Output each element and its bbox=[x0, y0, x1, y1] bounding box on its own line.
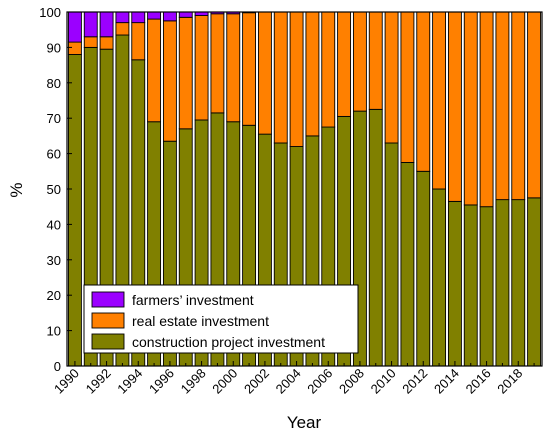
bar-segment-2013-series-1 bbox=[432, 11, 447, 190]
legend-label: real estate investment bbox=[132, 313, 269, 329]
bar-segment-1993-series-1 bbox=[115, 22, 130, 36]
bar-segment-1996-series-2 bbox=[162, 11, 177, 22]
y-axis-label: % bbox=[7, 182, 26, 197]
bar-segment-1994-series-2 bbox=[131, 11, 146, 24]
bar-segment-1993-series-2 bbox=[115, 11, 130, 24]
bar-segment-2019-series-1 bbox=[527, 11, 542, 199]
x-tick-label: 2008 bbox=[336, 366, 367, 397]
y-tick-label: 60 bbox=[47, 147, 61, 162]
x-tick-label: 2016 bbox=[463, 366, 494, 397]
legend-swatch bbox=[91, 291, 125, 308]
bar-segment-1994-series-1 bbox=[131, 22, 146, 61]
y-tick-label: 10 bbox=[47, 324, 61, 339]
legend-label: construction project investment bbox=[132, 334, 325, 350]
legend-swatch bbox=[91, 312, 125, 329]
x-tick-label: 2010 bbox=[368, 366, 399, 397]
y-tick-label: 50 bbox=[47, 182, 61, 197]
bar-segment-2011-series-0 bbox=[400, 161, 415, 367]
x-tick-label: 1992 bbox=[83, 366, 114, 397]
bar-segment-1998-series-1 bbox=[194, 15, 209, 121]
bar-segment-2017-series-1 bbox=[495, 11, 510, 201]
bar-segment-2009-series-1 bbox=[368, 11, 383, 110]
bar-segment-2002-series-1 bbox=[257, 11, 272, 135]
legend-label: farmers’ investment bbox=[132, 292, 254, 308]
x-tick-label: 2004 bbox=[273, 366, 304, 397]
bar-segment-2005-series-1 bbox=[305, 11, 320, 137]
legend-box bbox=[83, 284, 359, 354]
bar-segment-2015-series-1 bbox=[463, 11, 478, 206]
x-tick-label: 1994 bbox=[114, 366, 145, 397]
bar-segment-2014-series-0 bbox=[447, 200, 462, 367]
y-tick-label: 30 bbox=[47, 253, 61, 268]
bar-segment-1992-series-1 bbox=[99, 36, 114, 50]
bar-segment-2010-series-1 bbox=[384, 11, 399, 144]
legend-swatch bbox=[91, 333, 125, 350]
bar-segment-2008-series-1 bbox=[352, 11, 367, 112]
x-tick-label: 2002 bbox=[241, 366, 272, 397]
bar-segment-2018-series-0 bbox=[511, 199, 526, 367]
legend: farmers’ investment real estate investmen… bbox=[83, 284, 359, 354]
x-tick-label: 2018 bbox=[494, 366, 525, 397]
y-tick-label: 40 bbox=[47, 217, 61, 232]
bar-segment-1995-series-2 bbox=[147, 11, 162, 20]
bar-segment-2015-series-0 bbox=[463, 204, 478, 367]
x-tick-label: 2012 bbox=[399, 366, 430, 397]
bar-segment-1997-series-1 bbox=[178, 16, 193, 130]
bar-segment-1992-series-2 bbox=[99, 11, 114, 38]
bar-segment-2006-series-1 bbox=[321, 11, 336, 128]
bar-segment-2012-series-1 bbox=[416, 11, 431, 172]
bar-segment-1996-series-1 bbox=[162, 20, 177, 142]
bar-segment-2016-series-1 bbox=[479, 11, 494, 208]
bar-segment-1990-series-2 bbox=[67, 11, 82, 43]
bar-segment-2016-series-0 bbox=[479, 206, 494, 367]
y-tick-label: 20 bbox=[47, 288, 61, 303]
bar-segment-1991-series-2 bbox=[83, 11, 98, 38]
y-tick-label: 90 bbox=[47, 40, 61, 55]
bar-segment-2011-series-1 bbox=[400, 11, 415, 163]
y-tick-label: 100 bbox=[39, 5, 61, 20]
y-tick-label: 70 bbox=[47, 111, 61, 126]
bar-segment-2003-series-1 bbox=[273, 11, 288, 144]
bar-segment-2012-series-0 bbox=[416, 170, 431, 367]
bar-segment-2001-series-1 bbox=[242, 12, 257, 126]
bar-segment-2017-series-0 bbox=[495, 199, 510, 367]
bar-segment-2010-series-0 bbox=[384, 142, 399, 367]
bar-segment-2013-series-0 bbox=[432, 188, 447, 367]
bar-segment-2014-series-1 bbox=[447, 11, 462, 202]
bar-segment-2000-series-1 bbox=[226, 13, 241, 123]
bar-segment-1997-series-2 bbox=[178, 11, 193, 18]
y-tick-label: 0 bbox=[54, 359, 61, 374]
x-tick-label: 1998 bbox=[178, 366, 209, 397]
x-axis-label: Year bbox=[287, 413, 322, 432]
bar-segment-2009-series-0 bbox=[368, 108, 383, 367]
y-axis: 0 10 20 30 40 50 60 70 80 90 100 bbox=[39, 5, 72, 374]
bar-segment-2007-series-1 bbox=[337, 11, 352, 117]
x-tick-label: 2014 bbox=[431, 366, 462, 397]
bar-segment-2019-series-0 bbox=[527, 197, 542, 367]
bar-segment-2004-series-1 bbox=[289, 11, 304, 147]
bar-segment-2018-series-1 bbox=[511, 11, 526, 201]
bar-segment-1991-series-1 bbox=[83, 36, 98, 48]
bar-segment-1995-series-1 bbox=[147, 18, 162, 123]
x-tick-label: 1996 bbox=[146, 366, 177, 397]
y-tick-label: 80 bbox=[47, 76, 61, 91]
x-tick-label: 2000 bbox=[209, 366, 240, 397]
bars-layer bbox=[67, 11, 542, 367]
bar-segment-1990-series-1 bbox=[67, 41, 82, 55]
x-tick-label: 2006 bbox=[304, 366, 335, 397]
bar-segment-1999-series-1 bbox=[210, 13, 225, 114]
bar-segment-1990-series-0 bbox=[67, 54, 82, 367]
